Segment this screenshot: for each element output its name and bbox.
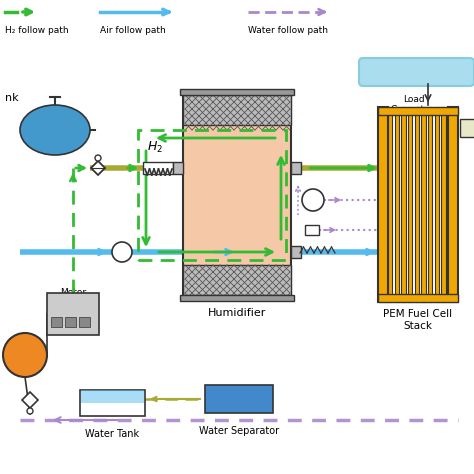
FancyBboxPatch shape <box>359 58 474 86</box>
Bar <box>205 385 273 413</box>
Text: Water follow path: Water follow path <box>248 26 328 35</box>
Text: nk: nk <box>5 93 18 103</box>
Circle shape <box>95 155 101 161</box>
Bar <box>65 317 76 327</box>
Text: Load: Load <box>401 65 431 79</box>
Text: Air follow path: Air follow path <box>100 26 166 35</box>
Bar <box>401 107 406 302</box>
Bar <box>143 162 173 174</box>
Bar <box>378 107 458 115</box>
Text: Load
Current: Load Current <box>391 95 425 114</box>
Circle shape <box>112 242 132 262</box>
Text: PEM Fuel Cell
Stack: PEM Fuel Cell Stack <box>383 309 453 331</box>
Text: Humidifier: Humidifier <box>208 308 266 318</box>
Bar <box>117 246 127 258</box>
Bar <box>378 294 458 302</box>
Bar <box>173 162 183 174</box>
Bar <box>79 317 90 327</box>
Text: Motor
Controller: Motor Controller <box>51 288 95 308</box>
Bar <box>80 390 145 416</box>
Bar <box>388 107 392 302</box>
Bar <box>408 107 412 302</box>
Bar <box>138 130 286 260</box>
Bar <box>395 107 399 302</box>
Circle shape <box>27 408 33 414</box>
Bar <box>291 246 301 258</box>
Bar <box>183 265 291 295</box>
Bar <box>47 293 99 335</box>
Circle shape <box>302 189 324 211</box>
Bar <box>180 89 294 95</box>
Ellipse shape <box>20 105 90 155</box>
Bar <box>378 107 388 302</box>
Bar <box>183 95 291 125</box>
Bar <box>441 107 446 302</box>
Bar <box>448 107 458 302</box>
Bar <box>291 162 301 174</box>
Bar <box>183 95 291 295</box>
Bar <box>421 107 426 302</box>
Circle shape <box>3 333 47 377</box>
Bar <box>460 119 474 137</box>
Text: $H_2$: $H_2$ <box>147 139 163 155</box>
Bar <box>435 107 439 302</box>
Polygon shape <box>91 161 105 175</box>
Text: Water Tank: Water Tank <box>85 429 139 439</box>
Bar <box>305 225 319 235</box>
Text: Water Separator: Water Separator <box>199 426 279 436</box>
Bar <box>428 107 432 302</box>
Bar <box>81 390 144 403</box>
Polygon shape <box>22 392 38 408</box>
Bar <box>51 317 62 327</box>
Bar <box>180 295 294 301</box>
Text: H₂ follow path: H₂ follow path <box>5 26 69 35</box>
Bar <box>415 107 419 302</box>
